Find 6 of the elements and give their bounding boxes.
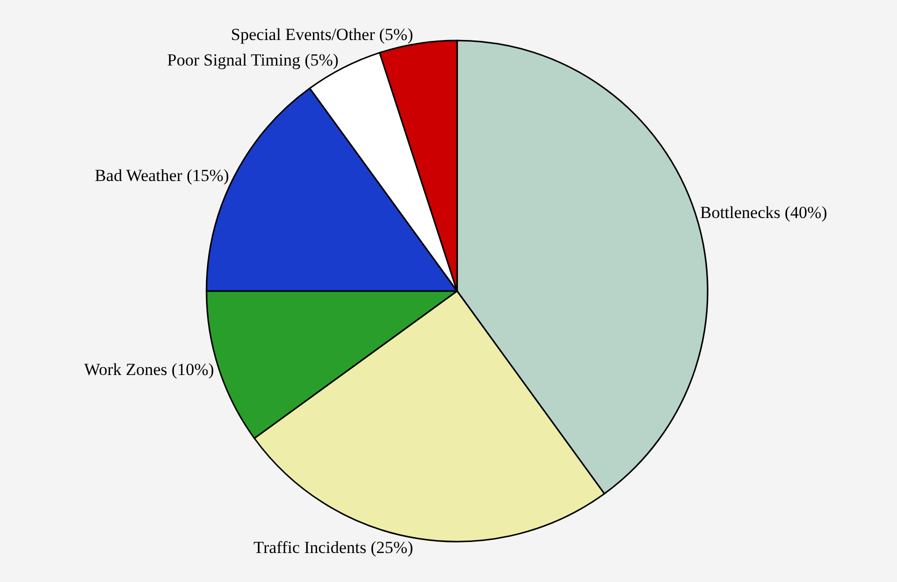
slice-label: Bad Weather (15%)	[94, 166, 230, 185]
slice-label: Special Events/Other (5%)	[230, 24, 414, 44]
slice-label: Traffic Incidents (25%)	[254, 538, 414, 558]
slice-label: Bottlenecks (40%)	[700, 203, 828, 222]
slice-label: Poor Signal Timing (5%)	[167, 50, 339, 70]
slice-label: Work Zones (10%)	[84, 360, 214, 379]
